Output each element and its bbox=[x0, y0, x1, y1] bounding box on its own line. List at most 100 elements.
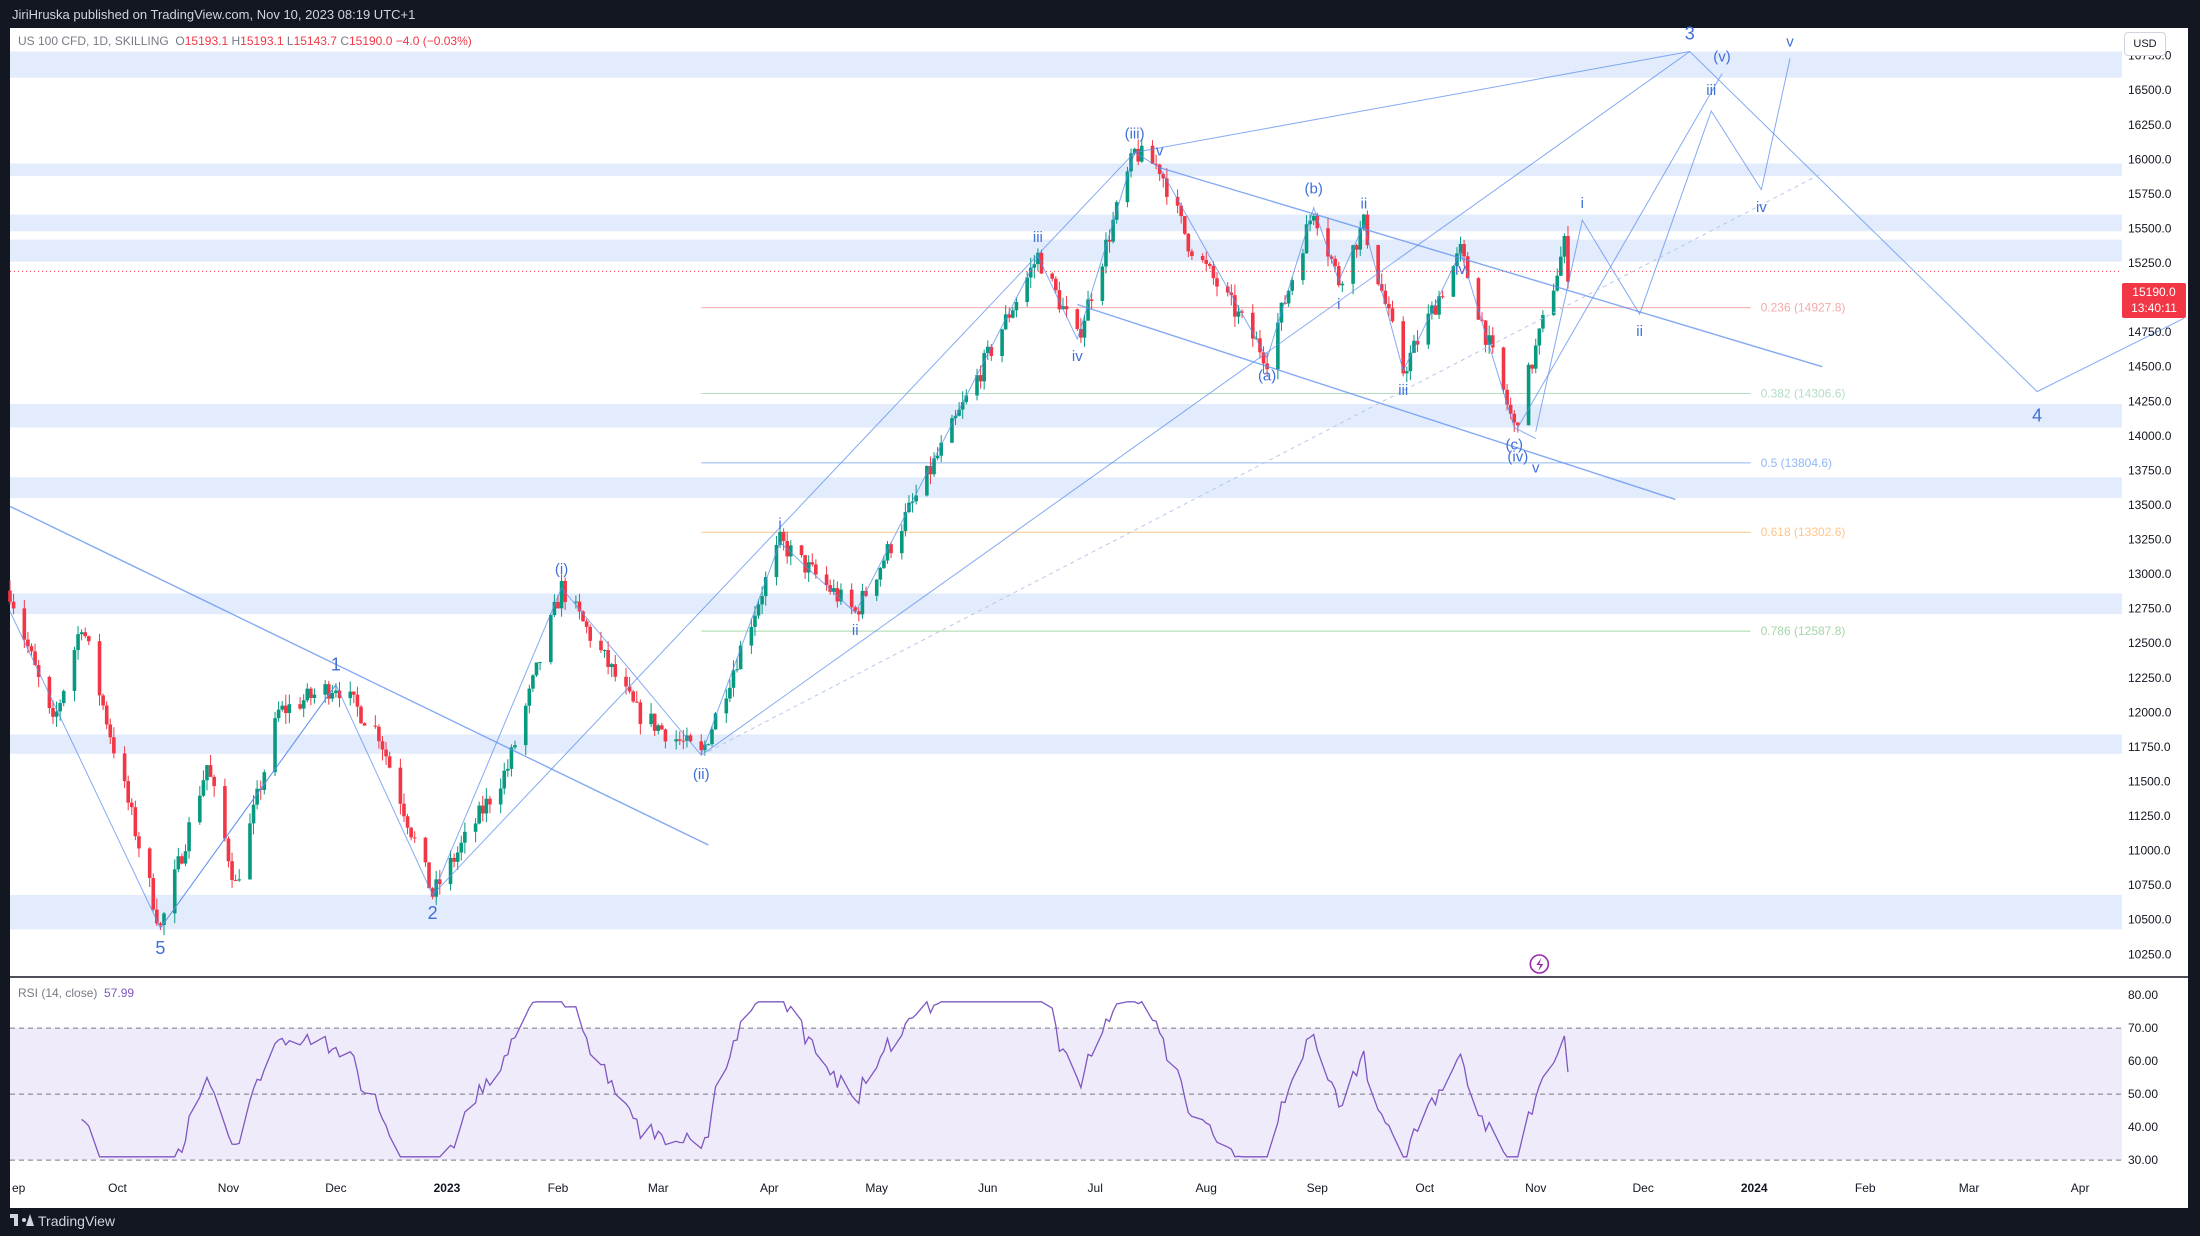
candle-body bbox=[1362, 214, 1366, 229]
candle-body bbox=[989, 346, 994, 356]
candle-body bbox=[1462, 244, 1466, 257]
bottom-bar: TradingView bbox=[0, 1208, 2200, 1236]
price-tick-label-7: 12000.0 bbox=[2128, 705, 2172, 719]
candle-body bbox=[1057, 290, 1062, 310]
candle-body bbox=[330, 692, 335, 699]
candle-body bbox=[1107, 239, 1112, 242]
price-tick-label-24: 16250.0 bbox=[2128, 118, 2172, 132]
candle-body bbox=[975, 375, 979, 396]
candle-body bbox=[857, 611, 861, 615]
candle-body bbox=[1559, 256, 1563, 276]
projection-major-line bbox=[1134, 50, 2185, 393]
projection-label-1: ii bbox=[1636, 323, 1643, 340]
candle-body bbox=[276, 709, 281, 719]
earnings-lightning-icon bbox=[1529, 954, 1550, 974]
candle-body bbox=[699, 741, 704, 751]
candle-body bbox=[599, 640, 603, 651]
candle-body bbox=[1451, 266, 1456, 297]
candle-body bbox=[574, 601, 578, 603]
candle-body bbox=[129, 802, 134, 808]
candle-body bbox=[434, 879, 439, 897]
price-tick-label-16: 14250.0 bbox=[2128, 394, 2172, 408]
candle-body bbox=[172, 869, 177, 914]
candle-body bbox=[932, 458, 936, 475]
time-tick-label-10: Jul bbox=[1088, 1181, 1103, 1195]
candle-body bbox=[155, 909, 159, 924]
candle-body bbox=[104, 705, 109, 725]
candle-body bbox=[839, 589, 843, 602]
candle-body bbox=[1326, 228, 1330, 257]
price-tick-label-5: 11500.0 bbox=[2128, 774, 2171, 788]
candle-body bbox=[509, 747, 514, 769]
candle-body bbox=[753, 615, 757, 627]
candle-body bbox=[1003, 314, 1008, 330]
rsi-tick-label-5: 80.00 bbox=[2128, 988, 2158, 1002]
candle-body bbox=[377, 726, 381, 742]
price-tick-label-14: 13750.0 bbox=[2128, 463, 2172, 477]
candle-body bbox=[1079, 329, 1083, 338]
candle-body bbox=[1165, 178, 1169, 197]
open-value: 15193.1 bbox=[184, 34, 229, 48]
time-tick-label-2: Nov bbox=[218, 1181, 239, 1195]
candle-body bbox=[710, 729, 714, 745]
candle-body bbox=[480, 805, 485, 814]
candle-body bbox=[187, 822, 191, 852]
candle-body bbox=[326, 684, 331, 699]
candle-body bbox=[774, 544, 779, 578]
candle-body bbox=[79, 632, 84, 635]
projection-label-2: iii bbox=[1706, 82, 1716, 99]
candle-body bbox=[1376, 245, 1380, 285]
candle-body bbox=[248, 823, 252, 880]
candle-body bbox=[584, 621, 589, 627]
candle-body bbox=[1104, 239, 1108, 267]
candle-body bbox=[498, 788, 503, 805]
time-tick-label-6: Mar bbox=[648, 1181, 669, 1195]
candle-body bbox=[1061, 306, 1065, 310]
time-tick-label-3: Dec bbox=[325, 1181, 346, 1195]
correction-lower-line bbox=[1077, 303, 1676, 501]
sr-zone-0 bbox=[10, 51, 2122, 78]
candle-body bbox=[1512, 413, 1517, 423]
candle-body bbox=[1075, 309, 1080, 330]
candle-body bbox=[749, 626, 754, 646]
candle-body bbox=[412, 837, 417, 839]
candle-body bbox=[405, 816, 410, 828]
candle-body bbox=[1233, 295, 1237, 317]
symbol-legend[interactable]: US 100 CFD, 1D, SKILLING O15193.1 H15193… bbox=[18, 34, 472, 48]
candle-body bbox=[1283, 302, 1287, 304]
wave-label-8: iv bbox=[1072, 348, 1083, 365]
candle-body bbox=[373, 725, 378, 727]
candle-body bbox=[137, 836, 141, 849]
candle-body bbox=[22, 608, 27, 640]
candle-body bbox=[427, 862, 431, 889]
wave-label-7: iii bbox=[1033, 229, 1043, 246]
candle-body bbox=[101, 695, 105, 706]
candle-body bbox=[588, 626, 593, 641]
candle-body bbox=[1315, 215, 1320, 229]
candle-body bbox=[1111, 219, 1115, 242]
footer-brand: TradingView bbox=[38, 1213, 116, 1229]
time-tick-label-4: 2023 bbox=[434, 1181, 461, 1195]
candle-body bbox=[1354, 245, 1359, 250]
candle-body bbox=[126, 781, 130, 803]
candle-body bbox=[1329, 256, 1334, 259]
rsi-legend[interactable]: RSI (14, close) 57.99 bbox=[18, 986, 134, 1000]
rsi-tick-label-0: 30.00 bbox=[2128, 1153, 2158, 1167]
rsi-tick-label-2: 50.00 bbox=[2128, 1087, 2158, 1101]
candle-body bbox=[1562, 236, 1567, 257]
candle-body bbox=[459, 842, 464, 853]
price-tick-label-10: 12750.0 bbox=[2128, 602, 2172, 616]
candle-body bbox=[355, 694, 360, 707]
currency-button[interactable]: USD bbox=[2124, 32, 2166, 56]
candle-body bbox=[1154, 163, 1158, 165]
candle-body bbox=[334, 690, 338, 693]
projection-label-3: iv bbox=[1756, 199, 1767, 216]
tradingview-logo[interactable]: TradingView bbox=[10, 1213, 115, 1229]
time-tick-label-19: Apr bbox=[2071, 1181, 2090, 1195]
candle-body bbox=[1351, 245, 1355, 284]
candle-body bbox=[652, 713, 657, 731]
candle-body bbox=[387, 756, 392, 768]
candle-body bbox=[1401, 321, 1406, 374]
candle-body bbox=[559, 581, 564, 609]
